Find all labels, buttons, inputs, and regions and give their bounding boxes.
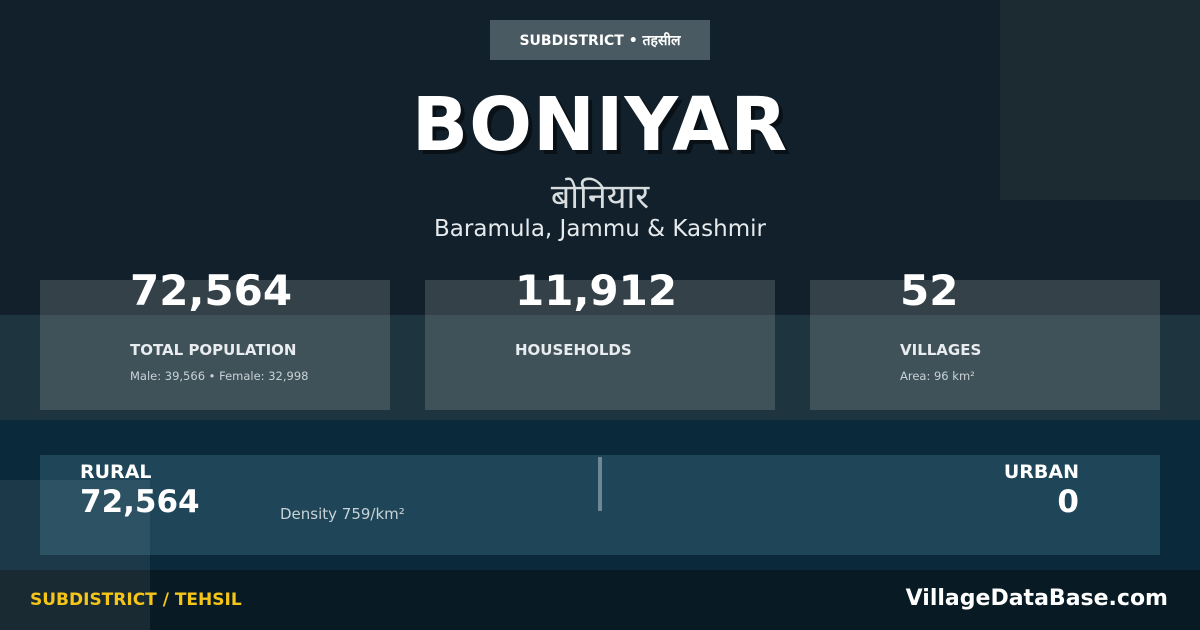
rural-value: 72,564	[80, 484, 200, 520]
stat-value: 72,564	[130, 266, 293, 315]
footer-bar	[0, 570, 1200, 630]
stat-value: 52	[900, 266, 959, 315]
stat-card-households: 11,912 HOUSEHOLDS	[425, 266, 775, 410]
divider	[598, 457, 602, 511]
page-title: BONIYAR	[411, 82, 789, 168]
stat-label: TOTAL POPULATION	[130, 341, 297, 359]
stat-card-population: 72,564 TOTAL POPULATION Male: 39,566 • F…	[40, 266, 390, 410]
footer-category: SUBDISTRICT / TEHSIL	[30, 590, 242, 610]
stat-sub: Male: 39,566 • Female: 32,998	[130, 369, 309, 383]
stat-value: 11,912	[515, 266, 678, 315]
decorative-square	[0, 480, 150, 630]
background-band	[0, 315, 1200, 420]
stat-sub: Area: 96 km²	[900, 369, 975, 383]
stat-label: HOUSEHOLDS	[515, 341, 632, 359]
type-badge: SUBDISTRICT • तहसील	[490, 20, 710, 60]
site-brand[interactable]: VillageDataBase.com	[905, 586, 1168, 611]
rural-label: RURAL	[80, 461, 152, 483]
title-hindi: बोनियार	[550, 177, 650, 217]
location: Baramula, Jammu & Kashmir	[434, 216, 766, 242]
urban-label: URBAN	[1003, 461, 1079, 483]
stat-card-villages: 52 VILLAGES Area: 96 km²	[810, 266, 1160, 410]
stat-label: VILLAGES	[900, 341, 982, 359]
decorative-square	[1000, 0, 1200, 200]
urban-value: 0	[1057, 484, 1079, 520]
density: Density 759/km²	[280, 505, 405, 523]
